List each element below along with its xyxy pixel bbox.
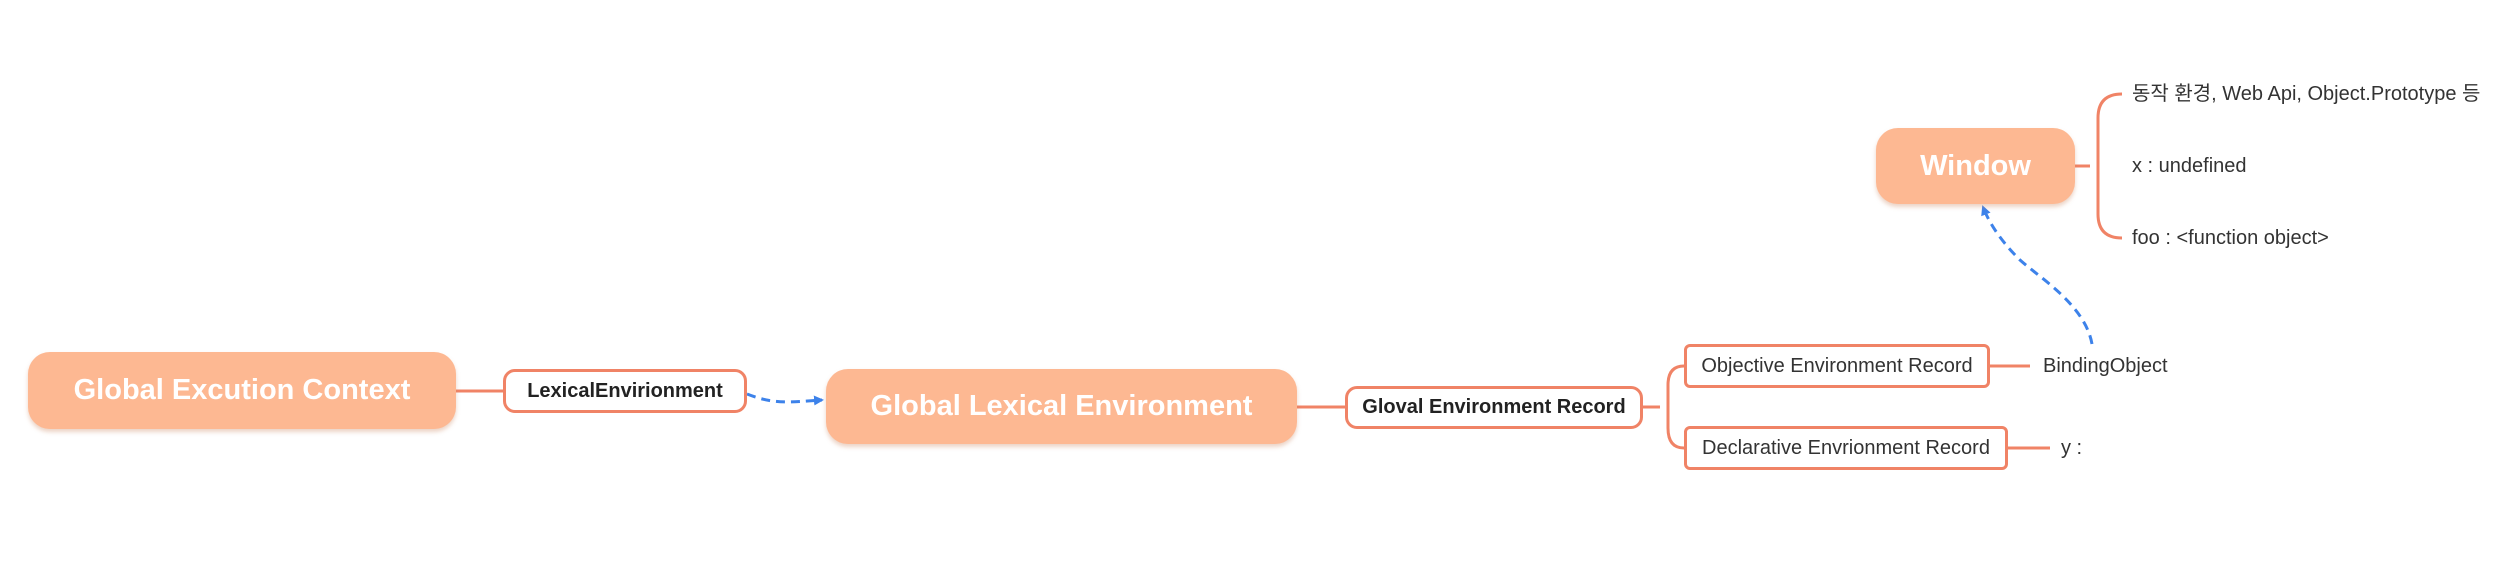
global-lexical-environment-label: Global Lexical Environment [870,390,1253,422]
global-execution-context-label: Global Excution Context [73,374,411,406]
branch-record-split [1643,364,1685,450]
declarative-y-label: y : [2061,437,2083,459]
reference-arrow-window [1981,205,2094,345]
lexical-environment-node[interactable]: LexicalEnvirionment [503,369,747,413]
binding-object-label: BindingObject [2043,355,2168,377]
declarative-environment-record-node[interactable]: Declarative Envrionment Record [1684,426,2008,470]
global-lexical-environment-node[interactable]: Global Lexical Environment [826,369,1297,444]
declarative-environment-record-label: Declarative Envrionment Record [1702,436,1990,459]
window-item-environment: 동작 환경, Web Api, Object.Prototype 등 [2132,83,2481,105]
window-label: Window [1920,149,2031,182]
global-environment-record-label: Gloval Environment Record [1362,396,1626,418]
objective-environment-record-label: Objective Environment Record [1701,354,1973,377]
reference-arrow-lexical [746,392,824,406]
global-execution-context-node[interactable]: Global Excution Context [28,352,456,429]
window-item-x: x : undefined [2132,155,2247,177]
window-item-foo: foo : <function object> [2132,227,2329,249]
window-node[interactable]: Window [1876,128,2075,204]
global-environment-record-node[interactable]: Gloval Environment Record [1345,386,1643,429]
lexical-environment-label: LexicalEnvirionment [527,379,723,402]
objective-environment-record-node[interactable]: Objective Environment Record [1684,344,1990,388]
window-bracket [2096,92,2123,240]
